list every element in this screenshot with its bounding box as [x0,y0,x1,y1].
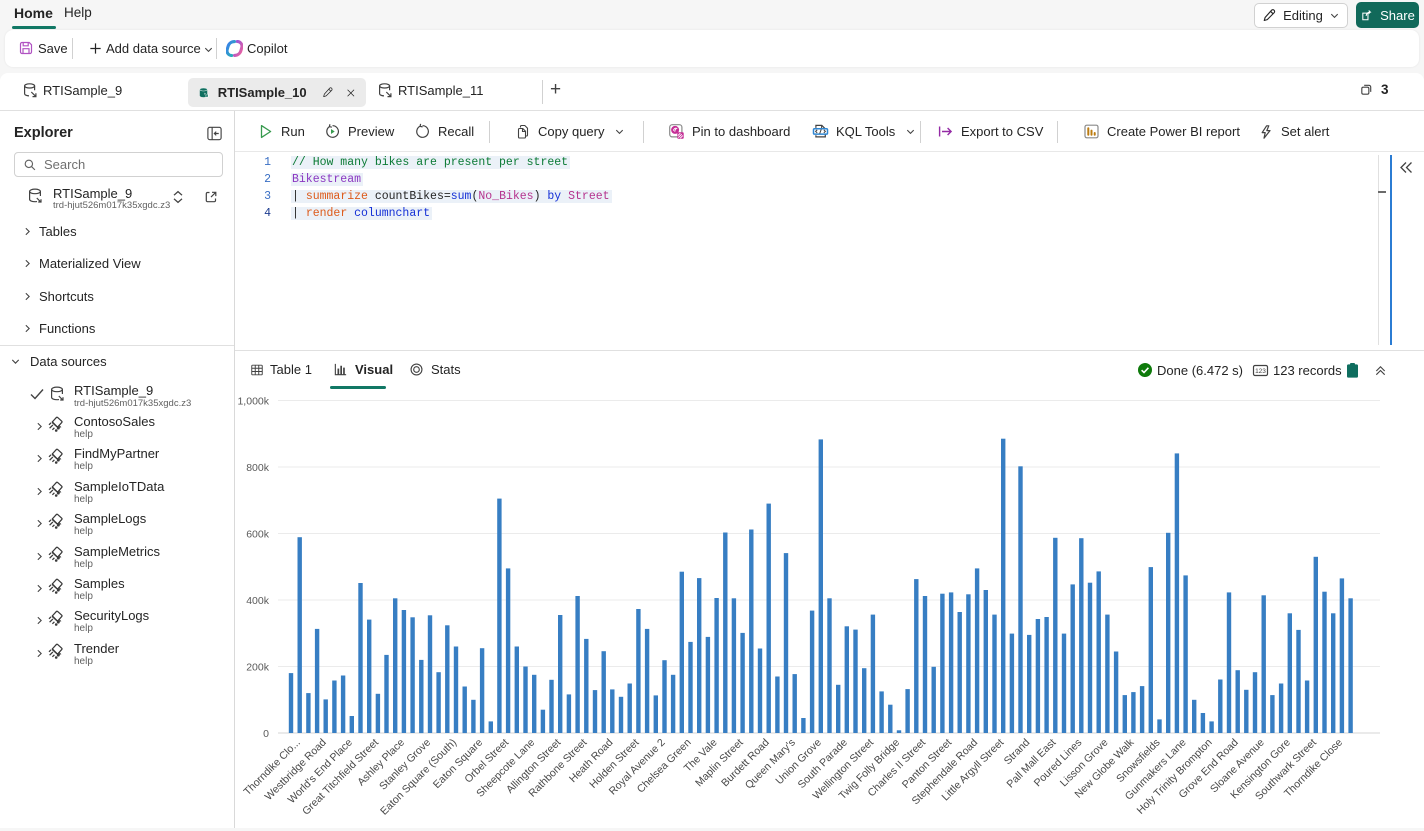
svg-text:0: 0 [263,728,269,740]
svg-text:600k: 600k [246,529,270,541]
svg-text:800k: 800k [246,462,270,474]
svg-text:200k: 200k [246,662,270,674]
svg-text:123: 123 [1255,368,1266,375]
svg-text:400k: 400k [246,595,270,607]
svg-text:1,000k: 1,000k [237,396,269,408]
